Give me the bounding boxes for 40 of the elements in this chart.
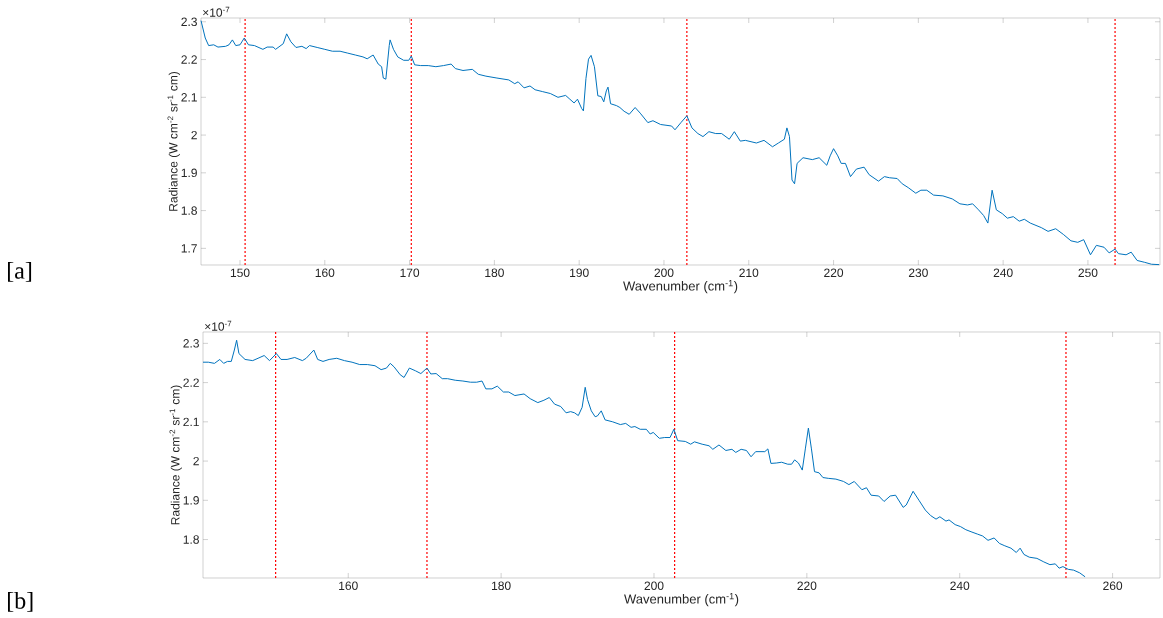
x-tick-label: 210 <box>739 268 759 278</box>
y-tick-label: 2 <box>193 456 199 466</box>
y-tick-label: 2.2 <box>181 55 197 64</box>
x-axis-title: Wavenumber (cm$^{-1}$) <box>623 279 738 294</box>
x-tick-label: 240 <box>950 581 970 591</box>
y-tick-label: 1.7 <box>181 244 197 253</box>
x-tick-label: 190 <box>570 268 589 278</box>
y-tick-label: 2 <box>191 130 197 140</box>
x-tick-label: 220 <box>797 581 817 591</box>
line-series <box>202 339 1086 578</box>
text: ×10$^{-7}$ <box>203 6 230 17</box>
y-tick-label: 1.9 <box>181 168 197 178</box>
x-tick-label: 150 <box>230 268 250 278</box>
y-axis-title: Radiance (W cm$^{-2}$ sr$^{-1}$ cm) <box>167 71 180 211</box>
x-tick-label: 200 <box>644 581 664 591</box>
x-tick-label: 200 <box>654 268 674 278</box>
x-tick-label: 180 <box>485 268 504 278</box>
x-tick-label: 170 <box>400 268 420 278</box>
x-tick-label: 240 <box>993 268 1013 278</box>
y-tick-label: 2.1 <box>181 93 197 102</box>
text: ×10$^{-7}$ <box>205 320 232 331</box>
y-tick-label: 2.3 <box>183 339 199 348</box>
x-tick-label: 160 <box>315 268 335 278</box>
y-tick-label: 1.9 <box>183 496 199 505</box>
y-tick-label: 2.3 <box>181 17 197 27</box>
x-tick-label: 180 <box>492 581 511 591</box>
y-axis-title: Radiance (W cm$^{-2}$ sr$^{-1}$ cm) <box>169 385 182 525</box>
y-tick-label: 2.1 <box>183 417 199 427</box>
y-tick-label: 2.2 <box>183 378 199 387</box>
line-series <box>200 20 1160 266</box>
text: [a] <box>8 261 32 282</box>
x-tick-label: 250 <box>1078 268 1098 278</box>
x-tick-label: 230 <box>908 268 928 278</box>
y-tick-label: 1.8 <box>183 535 199 544</box>
x-tick-label: 220 <box>824 268 844 278</box>
y-tick-label: 1.8 <box>181 206 197 215</box>
text: [b] <box>8 591 33 612</box>
x-axis-title: Wavenumber (cm$^{-1}$) <box>624 592 739 607</box>
x-tick-label: 160 <box>339 581 358 591</box>
x-tick-label: 260 <box>1103 581 1123 591</box>
